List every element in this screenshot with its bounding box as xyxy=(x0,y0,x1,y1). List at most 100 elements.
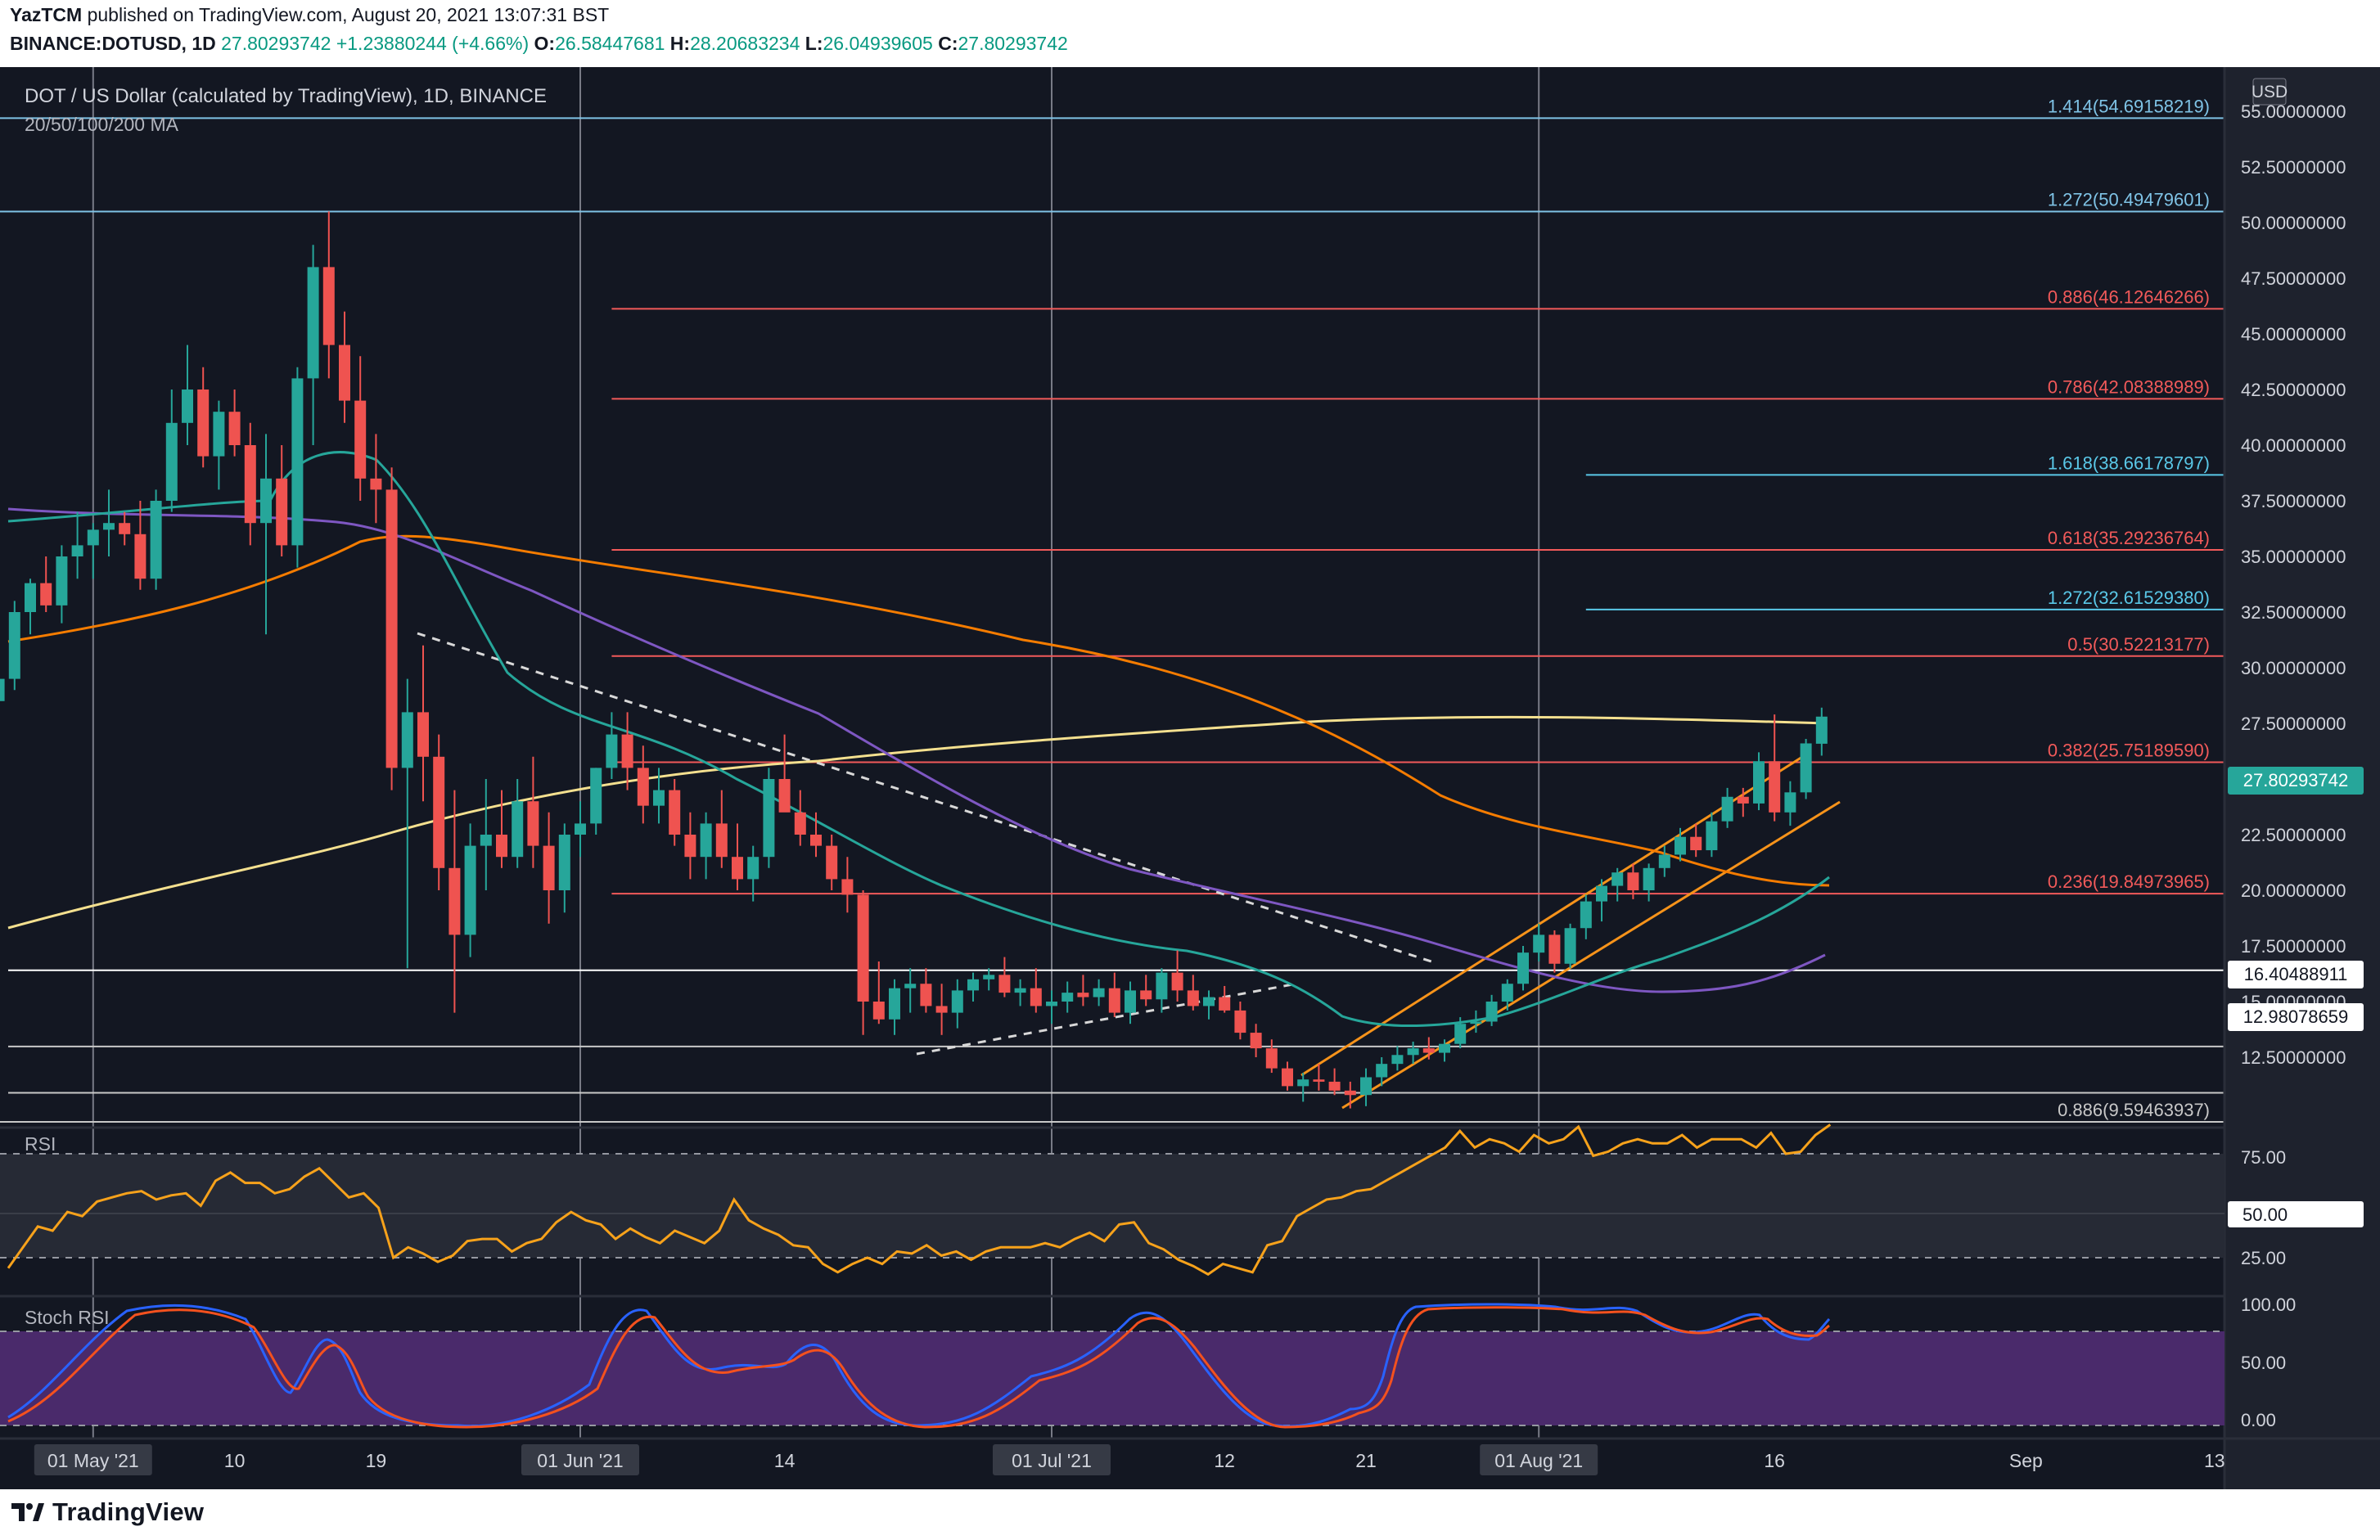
candle[interactable] xyxy=(558,823,570,913)
candle[interactable] xyxy=(1533,923,1545,962)
candle[interactable] xyxy=(920,968,932,1013)
candle[interactable] xyxy=(1046,990,1057,1024)
candle[interactable] xyxy=(1030,968,1042,1013)
candle[interactable] xyxy=(322,211,335,379)
candle[interactable] xyxy=(370,434,382,524)
candle[interactable] xyxy=(543,812,555,924)
candle[interactable] xyxy=(1093,979,1105,1006)
candle[interactable] xyxy=(1219,985,1231,1013)
candle[interactable] xyxy=(1675,827,1686,862)
candle[interactable] xyxy=(8,601,20,691)
candle[interactable] xyxy=(1548,930,1561,973)
candle[interactable] xyxy=(1627,863,1639,899)
candle[interactable] xyxy=(1234,1002,1246,1040)
candle[interactable] xyxy=(1125,981,1136,1024)
author-name[interactable]: YazTCM xyxy=(10,4,83,25)
candle[interactable] xyxy=(1062,981,1074,1013)
candle[interactable] xyxy=(496,790,507,868)
candle[interactable] xyxy=(1753,752,1765,811)
candle[interactable] xyxy=(935,984,948,1035)
candle[interactable] xyxy=(1470,1010,1482,1033)
candle[interactable] xyxy=(56,545,68,624)
candle[interactable] xyxy=(857,890,869,1035)
candle[interactable] xyxy=(1156,968,1168,1013)
candle[interactable] xyxy=(228,390,241,457)
candle[interactable] xyxy=(307,245,319,445)
candle[interactable] xyxy=(182,344,193,445)
candle[interactable] xyxy=(1439,1039,1450,1062)
candle[interactable] xyxy=(25,579,36,635)
candle[interactable] xyxy=(1643,863,1655,902)
candle[interactable] xyxy=(339,311,350,423)
candle[interactable] xyxy=(433,734,445,890)
candle[interactable] xyxy=(197,367,210,468)
candle[interactable] xyxy=(889,979,900,1035)
stoch-d-line[interactable] xyxy=(7,1306,1830,1429)
candle[interactable] xyxy=(1706,812,1718,858)
candle[interactable] xyxy=(1485,994,1498,1026)
candle[interactable] xyxy=(684,812,696,880)
candle[interactable] xyxy=(606,712,618,779)
candle[interactable] xyxy=(1815,707,1828,756)
candle[interactable] xyxy=(763,768,775,868)
candle[interactable] xyxy=(119,511,131,546)
candle[interactable] xyxy=(1187,975,1199,1011)
candle[interactable] xyxy=(732,823,743,890)
candle[interactable] xyxy=(1721,787,1733,828)
candle[interactable] xyxy=(401,678,413,969)
candle[interactable] xyxy=(1564,923,1576,969)
candlesticks[interactable] xyxy=(0,211,1828,1109)
time-axis[interactable]: 01 May '21 10 19 01 Jun '21 14 01 Jul '21 12 21… xyxy=(34,1444,2225,1475)
candle[interactable] xyxy=(1658,845,1670,877)
candle[interactable] xyxy=(1203,990,1215,1020)
candle[interactable] xyxy=(669,779,681,846)
support-trendline[interactable] xyxy=(916,982,1298,1056)
candle[interactable] xyxy=(1344,1081,1356,1109)
candle[interactable] xyxy=(1328,1068,1341,1096)
candle[interactable] xyxy=(1171,950,1183,1002)
candle[interactable] xyxy=(87,523,99,579)
candle[interactable] xyxy=(575,801,586,858)
rsi-pane[interactable]: RSI 75.00 50.00 25.00 xyxy=(0,1123,2364,1277)
tradingview-logo[interactable]: TradingView xyxy=(11,1497,204,1527)
candle[interactable] xyxy=(1800,739,1812,799)
candle[interactable] xyxy=(1580,894,1592,939)
candle[interactable] xyxy=(244,422,256,546)
candle[interactable] xyxy=(1611,867,1624,902)
candle[interactable] xyxy=(983,968,995,991)
candle[interactable] xyxy=(810,812,822,858)
candle[interactable] xyxy=(1596,879,1607,922)
candle[interactable] xyxy=(826,835,838,890)
candle[interactable] xyxy=(1313,1064,1325,1091)
candle[interactable] xyxy=(150,489,162,590)
ma100-line[interactable] xyxy=(7,534,1830,887)
candle[interactable] xyxy=(527,756,539,868)
candle[interactable] xyxy=(872,961,885,1024)
candle[interactable] xyxy=(354,356,367,501)
candle[interactable] xyxy=(40,556,52,612)
candle[interactable] xyxy=(1360,1068,1372,1106)
candle[interactable] xyxy=(260,434,272,635)
candle[interactable] xyxy=(1454,1017,1467,1049)
candle[interactable] xyxy=(1690,823,1702,858)
candle[interactable] xyxy=(590,768,602,835)
candle[interactable] xyxy=(1422,1037,1435,1060)
candle[interactable] xyxy=(1737,787,1749,817)
candle[interactable] xyxy=(165,390,178,512)
candle[interactable] xyxy=(1108,972,1120,1018)
candle[interactable] xyxy=(1140,975,1152,1006)
candle[interactable] xyxy=(841,857,854,913)
candle[interactable] xyxy=(621,712,633,790)
candle[interactable] xyxy=(1391,1046,1404,1071)
candle[interactable] xyxy=(1784,781,1796,826)
candle[interactable] xyxy=(951,979,963,1029)
ma20-line[interactable] xyxy=(7,451,1830,1028)
candle[interactable] xyxy=(1077,975,1089,1006)
candle[interactable] xyxy=(778,734,791,813)
stoch-rsi-pane[interactable]: Stoch RSI 100.00 50.00 0.00 xyxy=(0,1295,2296,1430)
candle[interactable] xyxy=(715,790,728,868)
candle[interactable] xyxy=(71,511,83,579)
candle[interactable] xyxy=(512,779,524,868)
candle[interactable] xyxy=(1501,979,1513,1011)
candle[interactable] xyxy=(417,645,429,802)
